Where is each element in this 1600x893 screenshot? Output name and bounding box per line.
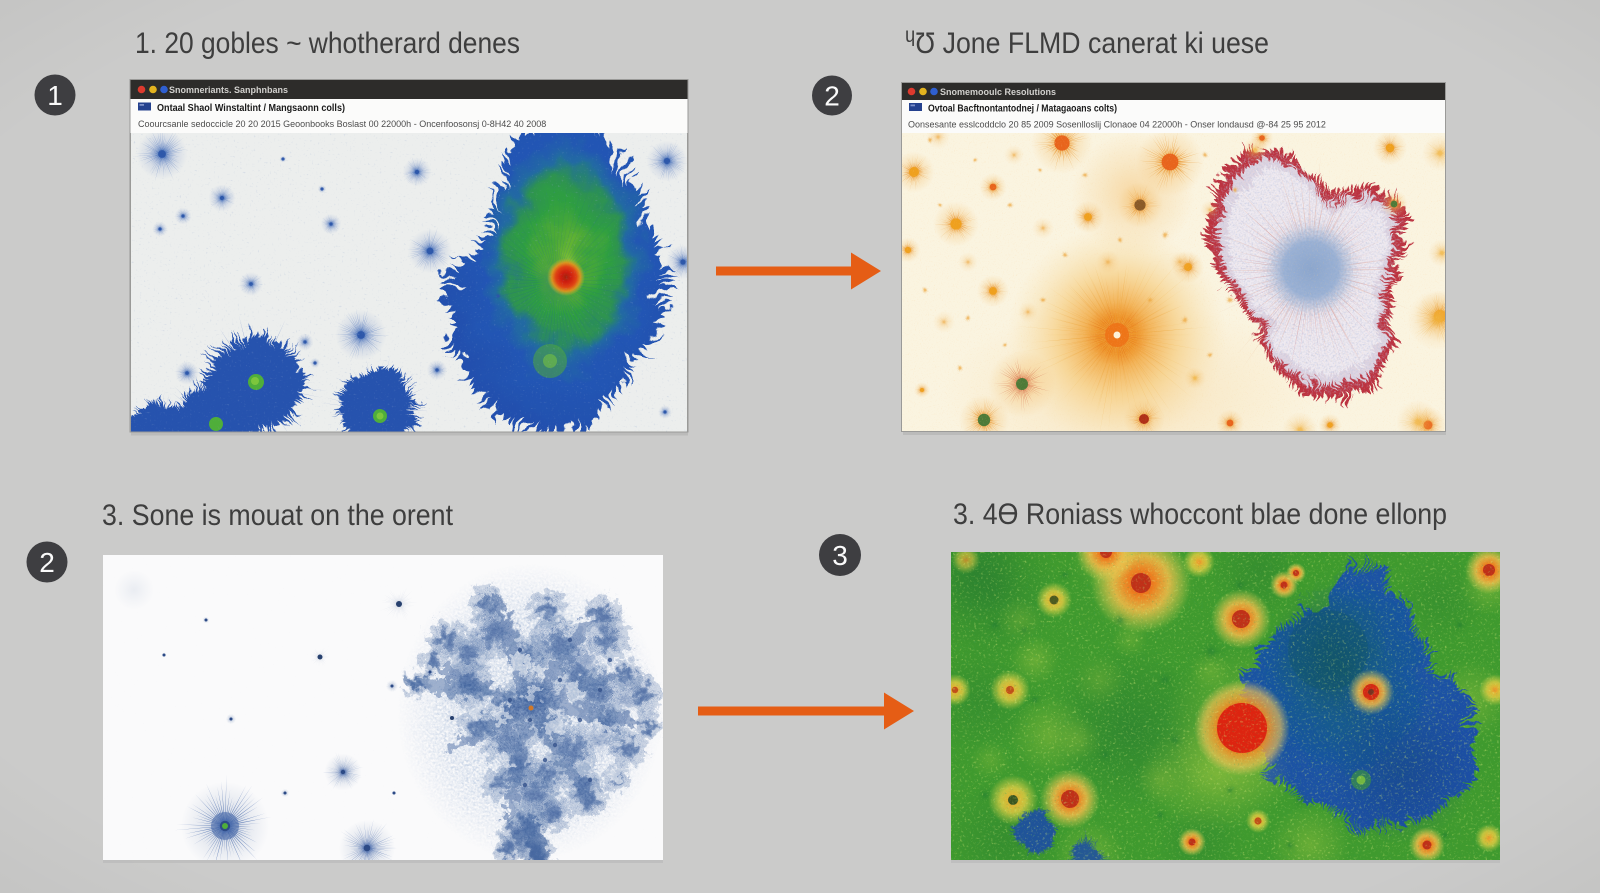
svg-text:3. Sone is mouat on the orent: 3. Sone is mouat on the orent — [102, 499, 454, 532]
svg-text:Snomneriants. Sanphnbans: Snomneriants. Sanphnbans — [169, 85, 288, 95]
svg-text:ᶣƱ Jone FLMD canerat ki uese: ᶣƱ Jone FLMD canerat ki uese — [905, 27, 1269, 60]
svg-text:2: 2 — [39, 547, 55, 578]
svg-text:Ontaal Shaol Winstaltint / Man: Ontaal Shaol Winstaltint / Mangsaonn col… — [157, 103, 345, 114]
svg-text:1: 1 — [47, 80, 63, 111]
svg-text:Coourcsanle sedoccicle 20 20 2: Coourcsanle sedoccicle 20 20 2015 Geoonb… — [138, 119, 546, 129]
svg-text:Snomemooulc Resolutions: Snomemooulc Resolutions — [940, 87, 1056, 97]
svg-text:3. 4Ɵ Roniass whoccont blae d: 3. 4Ɵ Roniass whoccont blae done ellonp — [953, 498, 1447, 531]
svg-text:1. 20 gobles ~ whotherard den: 1. 20 gobles ~ whotherard denes — [135, 27, 520, 60]
svg-text:3: 3 — [832, 540, 848, 571]
svg-text:Oonsesante esslcoddclo 20 85 2: Oonsesante esslcoddclo 20 85 2009 Sosenl… — [908, 120, 1326, 130]
svg-text:2: 2 — [824, 81, 840, 112]
svg-text:Ovtoal Bacftnontantodnej / Mat: Ovtoal Bacftnontantodnej / Matagaoans co… — [928, 104, 1117, 115]
